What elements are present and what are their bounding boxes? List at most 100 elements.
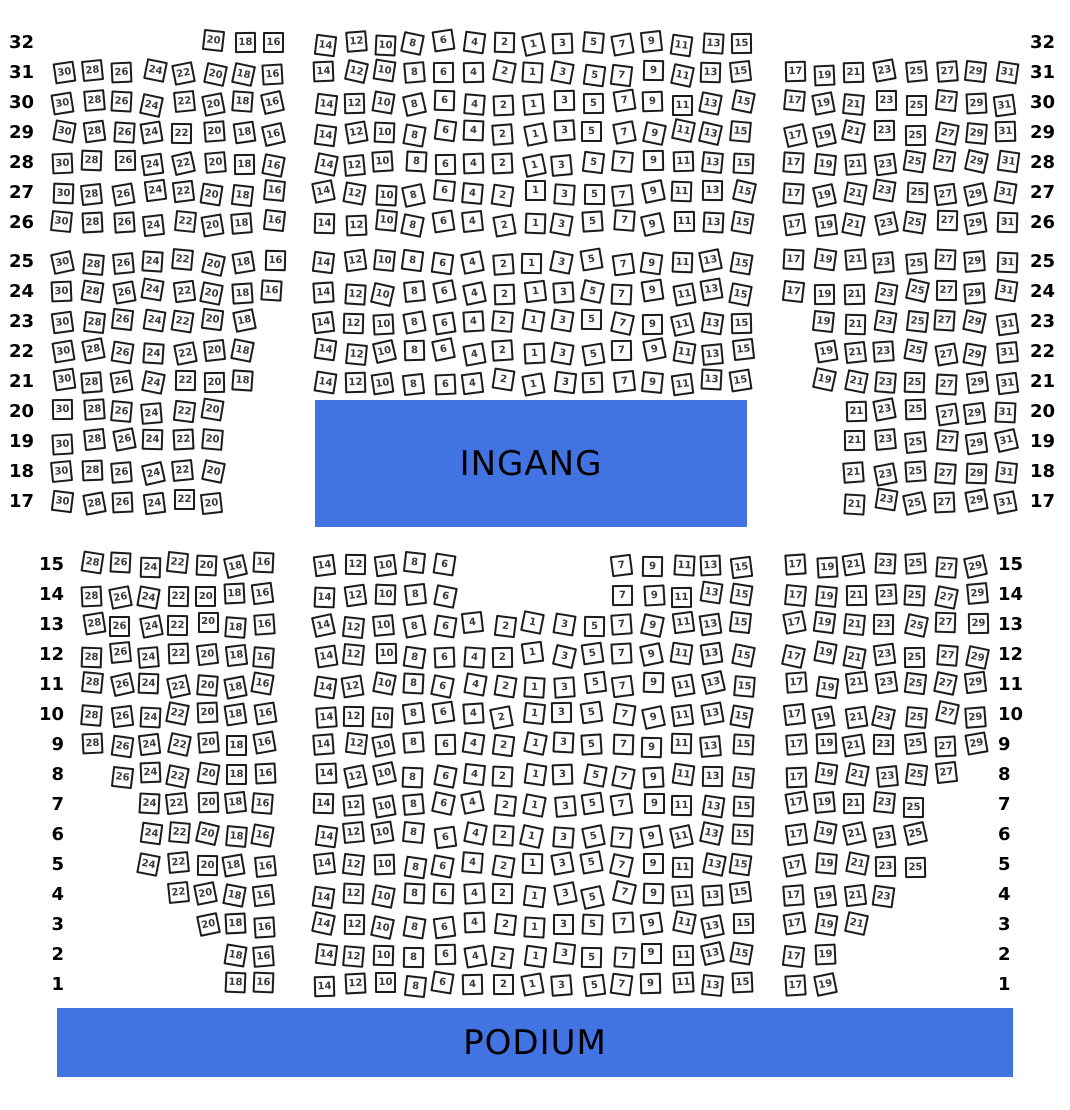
seat-row7-12[interactable]: 12 — [341, 793, 365, 817]
seat-row22-31[interactable]: 31 — [996, 341, 1020, 364]
seat-row17-28[interactable]: 28 — [82, 491, 107, 517]
seat-row30-2[interactable]: 2 — [492, 94, 515, 117]
seat-row12-2[interactable]: 2 — [491, 646, 514, 669]
seat-row26-2[interactable]: 2 — [492, 212, 517, 238]
seat-row8-3[interactable]: 3 — [551, 763, 574, 786]
seat-row15-19[interactable]: 19 — [815, 555, 839, 579]
seat-row21-13[interactable]: 13 — [700, 368, 723, 391]
seat-row15-17[interactable]: 17 — [784, 553, 807, 576]
seat-row15-12[interactable]: 12 — [345, 553, 367, 575]
seat-row9-29[interactable]: 29 — [963, 731, 989, 756]
seat-row5-12[interactable]: 12 — [342, 853, 366, 877]
seat-row28-28[interactable]: 28 — [80, 149, 103, 172]
seat-row22-4[interactable]: 4 — [462, 342, 488, 368]
seat-row32-11[interactable]: 11 — [669, 33, 694, 58]
seat-row25-23[interactable]: 23 — [872, 250, 896, 274]
seat-row10-20[interactable]: 20 — [196, 701, 219, 724]
seat-row30-22[interactable]: 22 — [172, 90, 196, 114]
seat-row32-8[interactable]: 8 — [400, 30, 426, 56]
seat-row4-10[interactable]: 10 — [370, 884, 396, 910]
seat-row5-25[interactable]: 25 — [905, 857, 927, 879]
seat-row29-21[interactable]: 21 — [841, 119, 867, 144]
seat-row11-18[interactable]: 18 — [222, 674, 248, 700]
seat-row13-13[interactable]: 13 — [698, 613, 723, 637]
seat-row25-13[interactable]: 13 — [698, 248, 724, 274]
seat-row22-5[interactable]: 5 — [581, 342, 606, 367]
seat-row26-6[interactable]: 6 — [431, 209, 456, 234]
seat-row31-29[interactable]: 29 — [963, 60, 987, 84]
seat-row30-29[interactable]: 29 — [965, 92, 988, 115]
seat-row20-24[interactable]: 24 — [140, 402, 164, 425]
seat-row3-14[interactable]: 14 — [310, 911, 336, 937]
seat-row31-11[interactable]: 11 — [670, 63, 696, 89]
seat-row6-10[interactable]: 10 — [370, 820, 395, 845]
seat-row23-18[interactable]: 18 — [232, 307, 258, 333]
seat-row29-6[interactable]: 6 — [433, 118, 458, 142]
seat-row9-22[interactable]: 22 — [167, 731, 193, 757]
seat-row30-15[interactable]: 15 — [730, 89, 756, 115]
seat-row23-11[interactable]: 11 — [670, 311, 696, 337]
seat-row32-13[interactable]: 13 — [702, 32, 725, 55]
seat-row13-19[interactable]: 19 — [812, 610, 837, 635]
seat-row8-10[interactable]: 10 — [372, 761, 398, 787]
seat-row1-1[interactable]: 1 — [519, 972, 545, 997]
seat-row30-10[interactable]: 10 — [370, 90, 396, 116]
seat-row2-16[interactable]: 16 — [252, 945, 276, 968]
seat-row31-28[interactable]: 28 — [81, 59, 105, 83]
seat-row21-5[interactable]: 5 — [581, 372, 604, 394]
seat-row15-22[interactable]: 22 — [165, 551, 189, 575]
seat-row11-23[interactable]: 23 — [874, 670, 899, 695]
seat-row18-22[interactable]: 22 — [171, 459, 195, 482]
seat-row31-8[interactable]: 8 — [402, 61, 426, 85]
seat-row22-24[interactable]: 24 — [142, 341, 165, 365]
seat-row7-19[interactable]: 19 — [812, 791, 836, 815]
seat-row11-4[interactable]: 4 — [462, 671, 488, 697]
seat-row10-8[interactable]: 8 — [401, 701, 426, 725]
seat-row4-21[interactable]: 21 — [843, 883, 868, 908]
seat-row24-8[interactable]: 8 — [402, 280, 426, 304]
seat-row13-15[interactable]: 15 — [728, 611, 752, 635]
seat-row8-16[interactable]: 16 — [254, 762, 277, 785]
seat-row31-18[interactable]: 18 — [231, 62, 257, 88]
seat-row30-3[interactable]: 3 — [553, 89, 576, 111]
seat-row18-27[interactable]: 27 — [934, 462, 957, 486]
seat-row8-18[interactable]: 18 — [226, 764, 248, 786]
seat-row24-21[interactable]: 21 — [844, 283, 866, 306]
seat-row12-12[interactable]: 12 — [342, 643, 366, 667]
seat-row7-5[interactable]: 5 — [580, 791, 605, 816]
seat-row28-12[interactable]: 12 — [342, 153, 366, 177]
seat-row3-18[interactable]: 18 — [224, 912, 247, 935]
seat-row24-12[interactable]: 12 — [344, 283, 367, 307]
seat-row24-30[interactable]: 30 — [50, 280, 73, 303]
seat-row12-6[interactable]: 6 — [433, 646, 456, 669]
seat-row11-27[interactable]: 27 — [933, 670, 958, 696]
seat-row21-15[interactable]: 15 — [728, 368, 753, 393]
seat-row7-7[interactable]: 7 — [610, 792, 634, 817]
seat-row31-14[interactable]: 14 — [312, 61, 334, 83]
seat-row26-21[interactable]: 21 — [841, 212, 866, 237]
seat-row24-5[interactable]: 5 — [580, 278, 606, 304]
seat-row5-22[interactable]: 22 — [167, 850, 191, 874]
seat-row30-18[interactable]: 18 — [230, 89, 254, 113]
seat-row31-9[interactable]: 9 — [642, 59, 665, 82]
seat-row29-5[interactable]: 5 — [581, 120, 603, 142]
seat-row32-7[interactable]: 7 — [610, 32, 635, 57]
seat-row1-9[interactable]: 9 — [640, 972, 662, 995]
seat-row6-11[interactable]: 11 — [669, 824, 695, 850]
seat-row22-27[interactable]: 27 — [934, 342, 959, 367]
seat-row8-1[interactable]: 1 — [523, 762, 548, 787]
seat-row29-24[interactable]: 24 — [139, 120, 164, 145]
seat-row27-19[interactable]: 19 — [812, 183, 838, 209]
seat-row9-19[interactable]: 19 — [815, 732, 838, 755]
seat-row27-2[interactable]: 2 — [490, 184, 515, 208]
seat-row1-12[interactable]: 12 — [344, 972, 367, 995]
seat-row18-29[interactable]: 29 — [965, 462, 988, 485]
seat-row6-8[interactable]: 8 — [401, 820, 425, 844]
seat-row4-11[interactable]: 11 — [671, 883, 695, 907]
seat-row28-13[interactable]: 13 — [700, 151, 724, 175]
seat-row15-7[interactable]: 7 — [609, 553, 634, 578]
seat-row25-5[interactable]: 5 — [579, 247, 605, 272]
seat-row23-29[interactable]: 29 — [962, 309, 988, 335]
seat-row27-8[interactable]: 8 — [401, 182, 427, 208]
seat-row13-12[interactable]: 12 — [341, 616, 365, 640]
